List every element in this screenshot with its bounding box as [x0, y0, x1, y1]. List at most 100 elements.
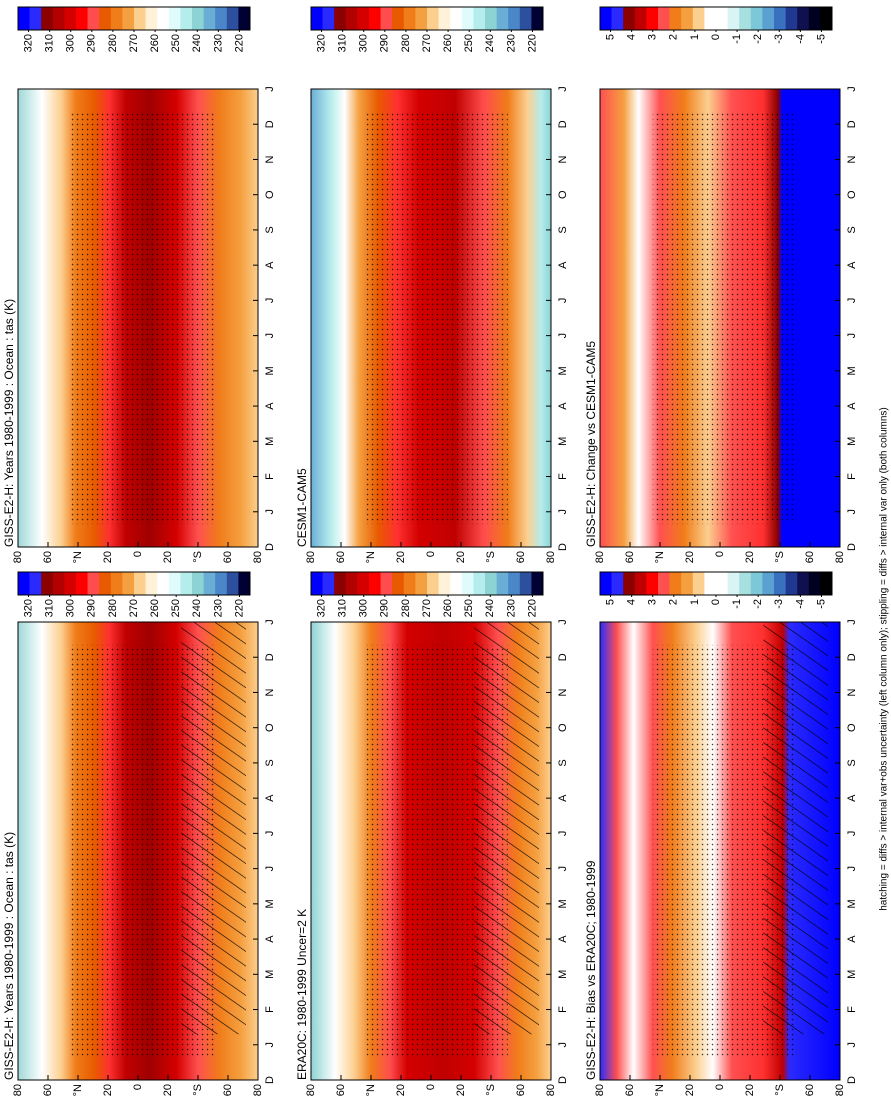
x-tick-label: J [264, 333, 276, 339]
y-tick-label: °N [365, 1084, 377, 1096]
y-tick-label: 60 [335, 551, 347, 563]
x-tick-label: O [264, 190, 276, 199]
colorbar-segment [403, 572, 416, 595]
colorbar-segment [508, 572, 521, 595]
stippling [70, 644, 215, 1058]
y-tick-label: °N [654, 1084, 666, 1096]
colorbar-tick-label: 290 [86, 599, 98, 617]
y-tick-label: °S [485, 551, 497, 563]
colorbar-segment [797, 572, 810, 595]
y-tick-label: 20 [455, 1084, 467, 1096]
x-tick-label: A [846, 794, 858, 802]
colorbar-segment [87, 572, 100, 595]
colorbar-tick-label: 220 [526, 599, 538, 617]
colorbar-tick-label: 220 [233, 34, 245, 52]
colorbar-segment [519, 7, 532, 30]
colorbar-segment [415, 7, 428, 30]
x-tick-label: J [846, 1042, 858, 1048]
colorbar-segment [110, 7, 123, 30]
colorbar-segment [808, 572, 821, 595]
y-tick-label: 60 [222, 1084, 234, 1096]
colorbar-segment [322, 572, 335, 595]
colorbar-segment [692, 572, 705, 595]
colorbar-tick-label: -4 [794, 599, 806, 609]
x-tick-label: M [846, 437, 858, 446]
y-tick-label: 0 [714, 551, 726, 557]
x-tick-label: D [846, 120, 858, 128]
x-tick-label: A [846, 935, 858, 943]
x-tick-label: N [557, 688, 569, 696]
colorbar-segment [762, 7, 775, 30]
x-tick-label: O [264, 723, 276, 732]
y-tick-label: °S [774, 1084, 786, 1096]
colorbar-tick-label: 320 [315, 599, 327, 617]
colorbar-tick-label: 320 [315, 34, 327, 52]
colorbar-tick-label: 240 [484, 34, 496, 52]
x-tick-label: M [557, 970, 569, 979]
x-tick-label: J [846, 298, 858, 304]
colorbar-tick-label: 3 [647, 599, 659, 605]
y-tick-label: 20 [455, 551, 467, 563]
colorbar-segment [52, 572, 65, 595]
colorbar-segment [716, 7, 728, 30]
colorbar-segment [473, 572, 486, 595]
colorbar-tick-label: -4 [794, 34, 806, 44]
colorbar-segment [380, 572, 393, 595]
y-tick-label: 80 [252, 1084, 264, 1096]
colorbar-tick-label: 280 [400, 34, 412, 52]
colorbar-segment [820, 572, 833, 595]
y-tick-label: 20 [744, 1084, 756, 1096]
colorbar-segment [87, 7, 100, 30]
colorbar-segment [496, 7, 509, 30]
x-tick-label: D [264, 653, 276, 661]
colorbar-segment [238, 7, 251, 30]
y-tick-label: °S [192, 1084, 204, 1096]
x-tick-label: J [264, 86, 276, 92]
colorbar-segment [808, 7, 821, 30]
colorbar-segment [473, 7, 486, 30]
colorbar-segment [727, 572, 740, 595]
colorbar-segment [496, 572, 509, 595]
x-tick-label: F [557, 1006, 569, 1013]
colorbar-segment [29, 572, 42, 595]
colorbar-segment [29, 7, 42, 30]
x-tick-label: J [846, 86, 858, 92]
colorbar-segment [41, 572, 54, 595]
colorbar-segment [623, 572, 636, 595]
x-tick-label: J [264, 866, 276, 872]
y-tick-label: °N [365, 551, 377, 563]
x-tick-label: S [264, 759, 276, 766]
colorbar-segment [192, 7, 204, 30]
y-tick-label: °S [774, 551, 786, 563]
colorbar-tick-label: -2 [752, 599, 764, 609]
colorbar-tick-label: 300 [358, 34, 370, 52]
stippling [363, 111, 508, 525]
y-tick-label: 80 [594, 1084, 606, 1096]
colorbar-segment [820, 7, 833, 30]
colorbar-tick-label: 270 [421, 599, 433, 617]
colorbar-segment [785, 572, 798, 595]
colorbar-segment [739, 572, 752, 595]
colorbar-tick-label: -5 [815, 599, 827, 609]
colorbar-segment [669, 7, 682, 30]
colorbar-segment [403, 7, 416, 30]
colorbar-tick-label: 300 [65, 34, 77, 52]
y-tick-label: 0 [132, 1084, 144, 1090]
colorbar-tick-label: 0 [710, 34, 722, 40]
colorbar-segment [64, 572, 77, 595]
x-tick-label: A [264, 935, 276, 943]
colorbar-tick-label: 260 [442, 34, 454, 52]
x-tick-label: D [846, 1076, 858, 1084]
colorbar-tick-label: 1 [689, 599, 701, 605]
y-tick-label: 20 [395, 1084, 407, 1096]
colorbar-segment [485, 7, 497, 30]
colorbar-tick-label: 290 [86, 34, 98, 52]
colorbar-segment [600, 7, 612, 30]
colorbar-segment [157, 7, 170, 30]
x-tick-label: O [846, 723, 858, 732]
x-tick-label: F [846, 473, 858, 480]
x-tick-label: J [264, 298, 276, 304]
colorbar-tick-label: 260 [149, 599, 161, 617]
x-tick-label: M [557, 437, 569, 446]
x-tick-label: D [846, 543, 858, 551]
